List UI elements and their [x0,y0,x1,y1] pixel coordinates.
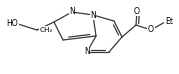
Text: CH₂: CH₂ [40,27,53,33]
Text: N: N [90,11,96,20]
Text: O: O [134,7,140,15]
Text: Et: Et [165,17,173,26]
Text: O: O [148,26,154,34]
Text: N: N [84,48,90,57]
Text: N: N [69,7,75,17]
Text: HO: HO [6,20,18,28]
